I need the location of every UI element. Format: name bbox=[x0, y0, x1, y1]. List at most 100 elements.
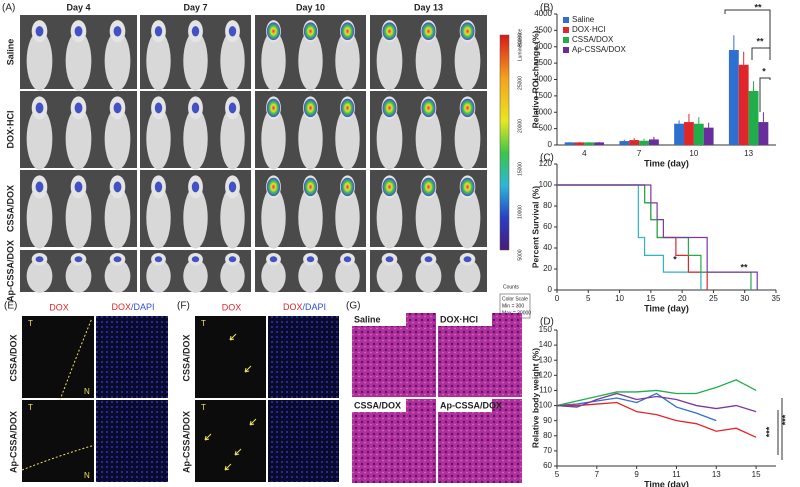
mouse-body bbox=[454, 107, 481, 170]
panel-label: (B) bbox=[540, 3, 553, 14]
sig-bracket bbox=[751, 47, 770, 60]
signal bbox=[303, 22, 318, 41]
x-tick-label: 30 bbox=[740, 294, 749, 303]
mouse-body bbox=[376, 31, 403, 91]
signal bbox=[74, 181, 83, 193]
group-label: CSSA/DOX bbox=[8, 334, 18, 381]
arrow bbox=[249, 418, 257, 426]
y-tick-label: 0 bbox=[548, 140, 553, 149]
signal bbox=[113, 26, 122, 37]
y-tick-label: 70 bbox=[543, 446, 552, 455]
legend-label: CSSA/DOX bbox=[572, 35, 614, 44]
mouse-body bbox=[261, 259, 286, 293]
group-label: Saline bbox=[354, 314, 381, 324]
signal bbox=[191, 181, 200, 193]
y-tick-label: 3500 bbox=[534, 25, 552, 34]
y-tick-label: 80 bbox=[543, 201, 552, 210]
annotation: ** bbox=[740, 262, 748, 272]
y-tick-label: 100 bbox=[539, 401, 553, 410]
signal bbox=[421, 98, 436, 118]
micrograph bbox=[96, 316, 168, 398]
signal bbox=[74, 102, 83, 114]
micrograph bbox=[22, 316, 94, 398]
group-label: Ap-CSSA/DOX bbox=[5, 240, 15, 302]
y-tick-label: 1500 bbox=[534, 91, 552, 100]
mouse-body bbox=[104, 186, 131, 249]
mouse-body bbox=[261, 186, 286, 249]
region-label: T bbox=[28, 403, 33, 412]
group-label: Ap-CSSA/DOX bbox=[181, 411, 191, 473]
signal bbox=[306, 256, 315, 263]
y-tick-label: 110 bbox=[539, 386, 552, 395]
label-box bbox=[352, 399, 406, 412]
label-box bbox=[438, 399, 492, 412]
x-tick-label: 4 bbox=[582, 149, 587, 158]
y-tick-label: 120 bbox=[539, 370, 553, 379]
bar bbox=[639, 140, 649, 145]
colorbar bbox=[499, 34, 510, 251]
micrograph bbox=[268, 400, 339, 482]
y-tick-label: 140 bbox=[539, 340, 553, 349]
signal bbox=[421, 177, 436, 197]
signal bbox=[460, 98, 475, 118]
signal bbox=[113, 181, 122, 193]
signal bbox=[154, 181, 163, 193]
panel-label: (E) bbox=[4, 301, 17, 312]
bar bbox=[684, 122, 694, 145]
colorbar-tick-label: 30000 bbox=[517, 33, 523, 47]
histology bbox=[438, 313, 522, 397]
weight-line bbox=[557, 401, 757, 438]
mouse-body bbox=[26, 186, 53, 249]
label-box bbox=[438, 313, 492, 326]
mouse-body bbox=[104, 107, 131, 170]
x-tick-label: 9 bbox=[634, 470, 639, 479]
colorbar-tick-label: 25000 bbox=[517, 76, 523, 90]
x-tick-label: 13 bbox=[744, 149, 753, 158]
y-tick-label: 130 bbox=[539, 355, 553, 364]
mouse-body bbox=[335, 107, 360, 170]
signal bbox=[228, 256, 237, 263]
x-tick-label: 7 bbox=[637, 149, 642, 158]
mouse-body bbox=[415, 259, 442, 293]
bar bbox=[748, 90, 759, 145]
signal bbox=[154, 102, 163, 114]
signal bbox=[340, 177, 355, 197]
merge-label-part: DOX bbox=[111, 302, 131, 312]
mouse-body bbox=[104, 259, 131, 293]
boundary bbox=[59, 317, 93, 401]
signal bbox=[228, 181, 237, 193]
signal bbox=[382, 22, 397, 41]
scale-title: Color Scale bbox=[502, 296, 528, 302]
y-axis-title: Relative body weight (%) bbox=[530, 348, 540, 448]
bar bbox=[703, 127, 714, 145]
x-tick-label: 15 bbox=[752, 470, 761, 479]
y-tick-label: 3000 bbox=[534, 42, 552, 51]
mouse-body bbox=[298, 186, 323, 249]
y-tick-label: 20 bbox=[543, 264, 552, 273]
mouse-body bbox=[454, 259, 481, 293]
bar bbox=[619, 141, 630, 145]
signal bbox=[303, 177, 318, 197]
signal bbox=[35, 181, 44, 193]
signal bbox=[74, 256, 83, 263]
mouse-body bbox=[376, 107, 403, 170]
merge-label-part: /DAPI bbox=[131, 302, 155, 312]
y-tick-label: 500 bbox=[539, 124, 553, 133]
signal bbox=[463, 256, 472, 263]
x-tick-label: 15 bbox=[646, 294, 655, 303]
signal bbox=[228, 26, 237, 37]
mouse-body bbox=[146, 259, 171, 293]
weight-line bbox=[556, 379, 757, 407]
panel-label: (G) bbox=[346, 301, 360, 312]
signal bbox=[382, 177, 397, 197]
signal bbox=[35, 102, 44, 114]
mouse-body bbox=[298, 107, 323, 170]
mouse-body bbox=[454, 186, 481, 249]
region-label: N bbox=[84, 387, 90, 396]
signal bbox=[74, 26, 83, 37]
channel-label: DOX bbox=[222, 302, 242, 312]
mouse-body bbox=[261, 107, 286, 170]
survival-curve bbox=[557, 184, 758, 290]
panel-label: (D) bbox=[540, 317, 554, 328]
